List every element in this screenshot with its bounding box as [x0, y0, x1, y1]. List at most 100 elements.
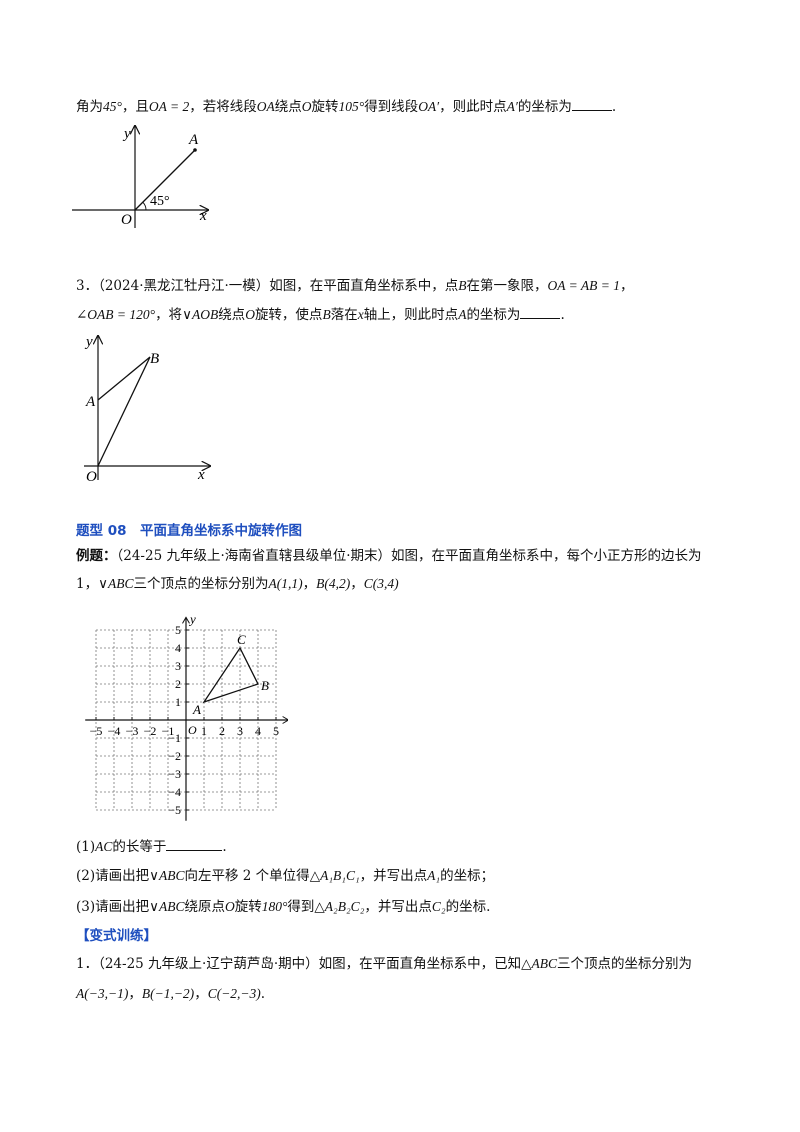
q2-pt-o: O — [301, 99, 312, 114]
q2-seg: ，且 — [121, 99, 149, 115]
y-tick-label: −3 — [168, 767, 181, 781]
q3-pt-o: O — [245, 307, 255, 322]
x-label: x — [197, 467, 205, 483]
part-2: (2)请画出把∨ABC向左平移 2 个单位得△A₁B₁C₁，并写出点A₁的坐标； — [76, 866, 494, 886]
part-3-seg: ，并写出点 — [364, 899, 432, 915]
x-tick-label: 5 — [273, 724, 279, 738]
q3-pt-b: B — [458, 278, 467, 293]
variant-pt-c: C(−2,−3) — [207, 986, 261, 1001]
x-tick-label: −4 — [108, 724, 121, 738]
point-c-label: C — [237, 632, 246, 647]
q3-seg: 落在 — [330, 307, 358, 323]
example-seg: 1， — [76, 576, 99, 592]
q3-pt-b2: B — [322, 307, 331, 322]
q2-angle-105: 105° — [338, 99, 365, 114]
segment-ob — [97, 356, 151, 467]
variant-line-2: A(−3,−1)，B(−1,−2)，C(−2,−3). — [76, 984, 265, 1004]
figure-aob: y x O A B — [84, 334, 220, 485]
part-2-seg: 向左平移 2 个单位得 — [184, 868, 310, 884]
example-sep: ， — [350, 576, 364, 592]
part-1-ac: AC — [95, 839, 113, 854]
q3-line-1: 3．（2024·黑龙江牡丹江·一模）如图，在平面直角坐标系中，点B在第一象限，O… — [76, 276, 634, 296]
part-3-tri-2: △A₂B₂C₂ — [314, 899, 365, 914]
example-pt-c: C(3,4) — [363, 576, 399, 591]
q3-seg: ，将 — [155, 307, 183, 323]
q3-seg: 在第一象限， — [466, 278, 548, 294]
variant-tri: △ABC — [521, 956, 558, 971]
part-3: (3)请画出把∨ABC绕原点O旋转180°得到△A₂B₂C₂，并写出点C₂的坐标… — [76, 897, 490, 917]
y-tick-label: −5 — [168, 803, 181, 817]
part-3-seg: (3)请画出把 — [76, 899, 150, 915]
q3-angle-oab: ∠OAB = 120° — [76, 307, 156, 322]
y-axis-arrow — [182, 616, 190, 624]
q2-end: . — [611, 99, 617, 115]
q3-seg: 3．（2024·黑龙江牡丹江·一模）如图，在平面直角坐标系中，点 — [76, 278, 459, 294]
q2-seg: 绕点 — [274, 99, 302, 115]
q2-seg: 角为 — [76, 99, 103, 115]
x-label: x — [199, 208, 207, 224]
part-2-tri-1: △A₁B₁C₁ — [309, 868, 360, 883]
q2-seg: 的坐标为 — [517, 99, 572, 115]
y-tick-label: −4 — [168, 785, 181, 799]
part-3-o: O — [225, 899, 235, 914]
x-tick-label: 2 — [219, 724, 225, 738]
y-tick-label: 3 — [175, 659, 181, 673]
part-2-seg: ，并写出点 — [359, 868, 428, 884]
part-1: (1)AC的长等于. — [76, 836, 227, 857]
variant-seg: 三个顶点的坐标分别为 — [557, 956, 693, 972]
part-3-seg: 旋转 — [234, 899, 262, 915]
part-2-seg: 的坐标； — [440, 868, 495, 884]
variant-label: 【变式训练】 — [76, 928, 157, 944]
q3-seg: ， — [620, 278, 634, 294]
q2-angle-45: 45° — [103, 99, 122, 114]
angle-arc — [142, 201, 147, 211]
figure-oa-45: y x O A 45° — [72, 120, 220, 228]
point-a — [193, 148, 197, 152]
q2-text-line: 角为45°，且OA = 2，若将线段OA绕点O旋转105°得到线段OA′，则此时… — [76, 96, 616, 117]
y-tick-label: 4 — [175, 641, 181, 655]
point-b-label: B — [261, 678, 269, 693]
part-3-tri: ∨ABC — [149, 899, 185, 914]
example-pt-a: A(1,1) — [268, 576, 303, 591]
q2-seg: 得到线段 — [364, 99, 419, 115]
part-1-text: 的长等于 — [112, 839, 167, 855]
q3-pt-a: A — [458, 307, 467, 322]
x-axis-arrow — [282, 716, 288, 724]
y-tick-label: −1 — [168, 731, 181, 745]
part-2-tri: ∨ABC — [149, 868, 185, 883]
example-line-2: 1，∨ABC三个顶点的坐标分别为A(1,1)，B(4,2)，C(3,4) — [76, 574, 399, 594]
y-tick-label: 1 — [175, 695, 181, 709]
part-3-seg: 的坐标. — [445, 899, 491, 915]
x-tick-label: 1 — [201, 724, 207, 738]
variant-seg: 1．（24-25 九年级上·辽宁葫芦岛·期中）如图，在平面直角坐标系中，已知 — [76, 956, 522, 972]
origin-label: O — [121, 212, 132, 228]
q2-seg: ，则此时点 — [439, 99, 507, 115]
example-label: 例题： — [76, 548, 117, 564]
q3-end: . — [560, 307, 565, 323]
y-label: y — [84, 334, 93, 350]
triangle-abc — [202, 646, 259, 704]
example-pt-b: B(4,2) — [316, 576, 351, 591]
q3-x: x — [357, 307, 364, 322]
point-a-label: A — [188, 132, 199, 148]
variant-pt-a: A(−3,−1) — [76, 986, 129, 1001]
part-3-deg: 180° — [261, 899, 288, 914]
point-a-label: A — [85, 394, 96, 410]
example-seg: 三个顶点的坐标分别为 — [133, 576, 269, 592]
q3-oa-ab: OA = AB = 1 — [547, 278, 621, 293]
angle-label: 45° — [150, 194, 170, 209]
part-1-num: (1) — [76, 839, 96, 855]
part-3-seg: 得到 — [287, 899, 315, 915]
part-1-end: . — [222, 839, 227, 855]
y-tick-label: 2 — [175, 677, 181, 691]
q2-seg-oa: OA — [256, 99, 275, 114]
q2-oa-eq: OA = 2 — [148, 99, 190, 114]
q3-seg: 轴上，则此时点 — [363, 307, 459, 323]
variant-line-1: 1．（24-25 九年级上·辽宁葫芦岛·期中）如图，在平面直角坐标系中，已知△A… — [76, 954, 692, 974]
variant-sep: ， — [194, 986, 208, 1002]
segment-ab — [97, 356, 151, 401]
y-tick-label: 5 — [175, 623, 181, 637]
q2-seg: ，若将线段 — [189, 99, 257, 115]
part-3-pt: C₂ — [431, 899, 446, 914]
